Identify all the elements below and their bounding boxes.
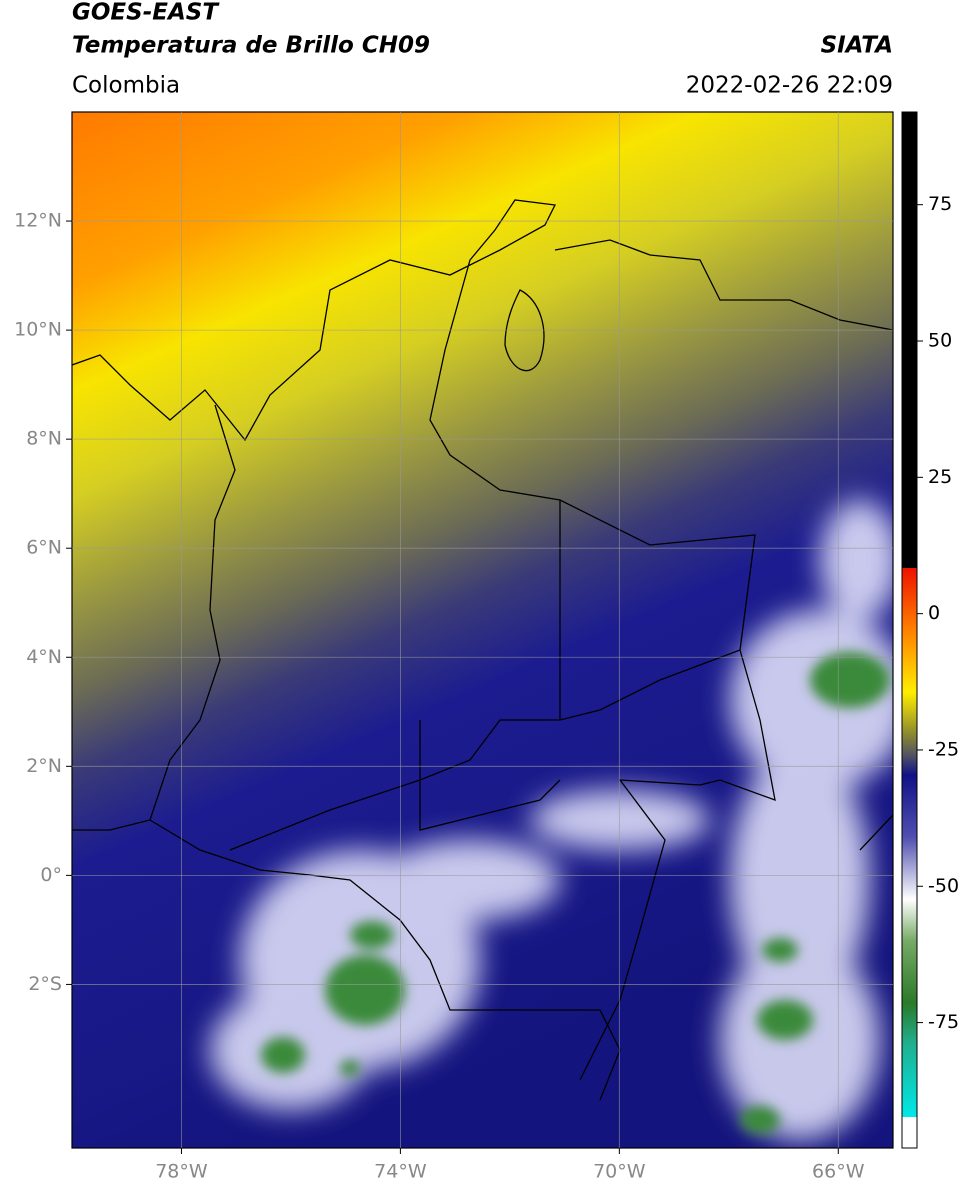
title: GOES-EAST [72, 0, 220, 26]
x-tick-label: 78°W [155, 1161, 208, 1183]
y-tick-label: 8°N [26, 428, 62, 450]
colorbar-tick-label: 0 [928, 602, 940, 624]
colorbar-tick-label: -75 [928, 1011, 959, 1033]
y-tick-label: 0° [40, 864, 62, 886]
region: Colombia [72, 73, 180, 99]
map-frame [71, 111, 894, 1149]
y-tick-label: 10°N [14, 319, 62, 341]
x-tick-label: 74°W [374, 1161, 427, 1183]
timestamp: 2022-02-26 22:09 [686, 73, 893, 99]
x-tick-label: 66°W [812, 1161, 865, 1183]
colorbar-tick-label: -50 [928, 875, 959, 897]
colorbar-tick-label: 25 [928, 466, 952, 488]
source: SIATA [821, 33, 893, 59]
colorbar-tick-label: 50 [928, 330, 952, 352]
colorbar-tick-label: 75 [928, 193, 952, 215]
y-tick-label: 2°N [26, 755, 62, 777]
subtitle: Temperatura de Brillo CH09 [72, 33, 430, 59]
y-tick-label: 6°N [26, 537, 62, 559]
colorbar [901, 111, 918, 1149]
x-tick-label: 70°W [593, 1161, 646, 1183]
y-tick-label: 2°S [28, 973, 62, 995]
satellite-image [72, 112, 893, 1148]
y-tick-label: 12°N [14, 210, 62, 232]
y-tick-label: 4°N [26, 646, 62, 668]
colorbar-tick-label: -25 [928, 738, 959, 760]
